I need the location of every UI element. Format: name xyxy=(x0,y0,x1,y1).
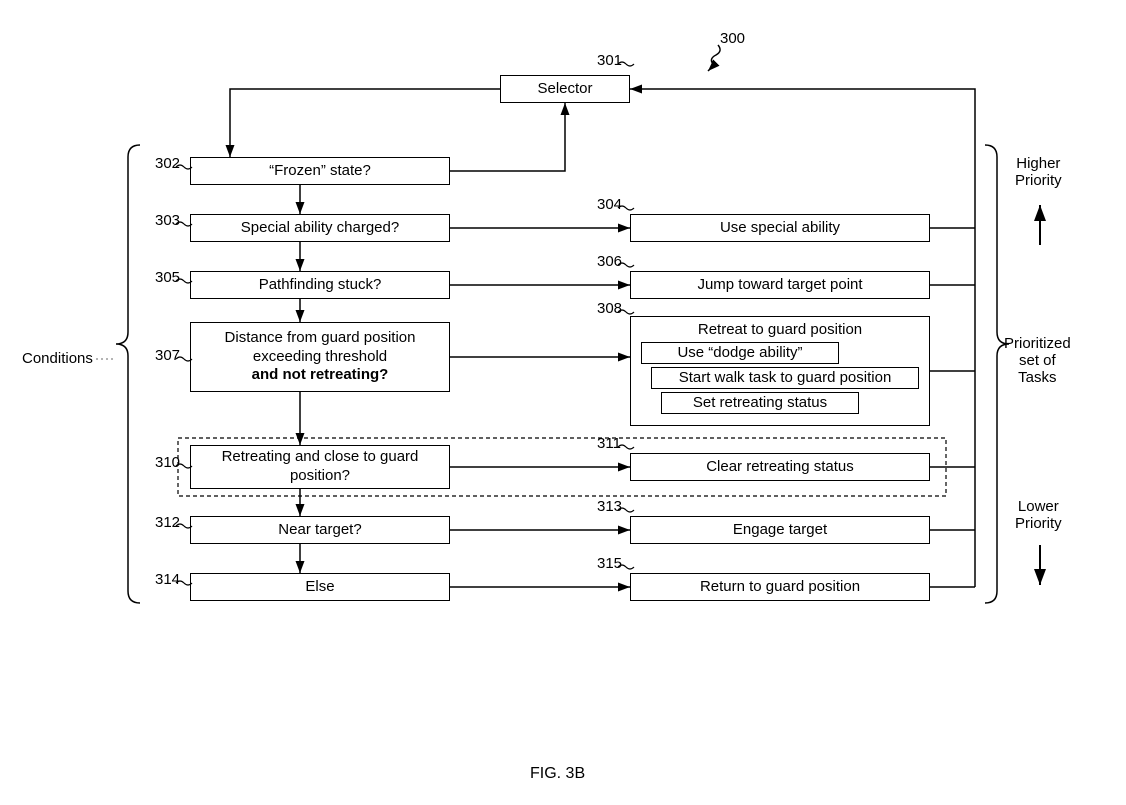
task-311: Clear retreating status xyxy=(630,453,930,481)
ref-301: 301 xyxy=(597,52,622,69)
task-308-sub2-text: Start walk task to guard position xyxy=(679,369,892,388)
task-315-text: Return to guard position xyxy=(700,578,860,597)
task-308-sub1-text: Use “dodge ability” xyxy=(677,344,802,363)
task-308-container: Retreat to guard position Use “dodge abi… xyxy=(630,316,930,426)
task-306: Jump toward target point xyxy=(630,271,930,299)
selector-box: Selector xyxy=(500,75,630,103)
ref-302: 302 xyxy=(155,155,180,172)
ref-308: 308 xyxy=(597,300,622,317)
ref-303: 303 xyxy=(155,212,180,229)
task-304: Use special ability xyxy=(630,214,930,242)
task-308-sub2: Start walk task to guard position xyxy=(651,367,919,389)
task-308-sub3: Set retreating status xyxy=(661,392,859,414)
prioritized-set-label: Prioritized set of Tasks xyxy=(1004,335,1071,386)
ref-307: 307 xyxy=(155,347,180,364)
ref-310: 310 xyxy=(155,454,180,471)
cond-312-text: Near target? xyxy=(278,521,361,540)
ref-305: 305 xyxy=(155,269,180,286)
cond-314-text: Else xyxy=(305,578,334,597)
cond-303-text: Special ability charged? xyxy=(241,219,399,238)
cond-307-l3: and not retreating? xyxy=(252,366,389,385)
cond-310: Retreating and close to guard position? xyxy=(190,445,450,489)
task-313-text: Engage target xyxy=(733,521,827,540)
ref-300: 300 xyxy=(720,30,745,47)
higher-priority-label: Higher Priority xyxy=(1015,155,1062,189)
task-311-text: Clear retreating status xyxy=(706,458,854,477)
cond-302: “Frozen” state? xyxy=(190,157,450,185)
ref-313: 313 xyxy=(597,498,622,515)
cond-305: Pathfinding stuck? xyxy=(190,271,450,299)
task-306-text: Jump toward target point xyxy=(697,276,862,295)
task-315: Return to guard position xyxy=(630,573,930,601)
ref-314: 314 xyxy=(155,571,180,588)
task-308-sub1: Use “dodge ability” xyxy=(641,342,839,364)
ref-304: 304 xyxy=(597,196,622,213)
cond-305-text: Pathfinding stuck? xyxy=(259,276,382,295)
figure-label: FIG. 3B xyxy=(530,765,585,783)
cond-307-l2: exceeding threshold xyxy=(253,348,387,367)
cond-307: Distance from guard position exceeding t… xyxy=(190,322,450,392)
task-313: Engage target xyxy=(630,516,930,544)
conditions-label: Conditions xyxy=(22,350,93,367)
ref-311: 311 xyxy=(597,435,621,452)
task-308-title: Retreat to guard position xyxy=(631,317,929,340)
connectors xyxy=(0,0,1126,805)
task-308-sub3-text: Set retreating status xyxy=(693,394,827,413)
diagram-stage: { "figure_label": "FIG. 3B", "ref_300": … xyxy=(0,0,1126,805)
ref-315: 315 xyxy=(597,555,622,572)
cond-310-l1: Retreating and close to guard xyxy=(222,448,419,467)
cond-312: Near target? xyxy=(190,516,450,544)
selector-label: Selector xyxy=(537,80,592,99)
ref-306: 306 xyxy=(597,253,622,270)
cond-314: Else xyxy=(190,573,450,601)
cond-310-l2: position? xyxy=(290,467,350,486)
task-304-text: Use special ability xyxy=(720,219,840,238)
cond-307-l1: Distance from guard position xyxy=(225,329,416,348)
cond-302-text: “Frozen” state? xyxy=(269,162,371,181)
cond-303: Special ability charged? xyxy=(190,214,450,242)
lower-priority-label: Lower Priority xyxy=(1015,498,1062,532)
ref-312: 312 xyxy=(155,514,180,531)
